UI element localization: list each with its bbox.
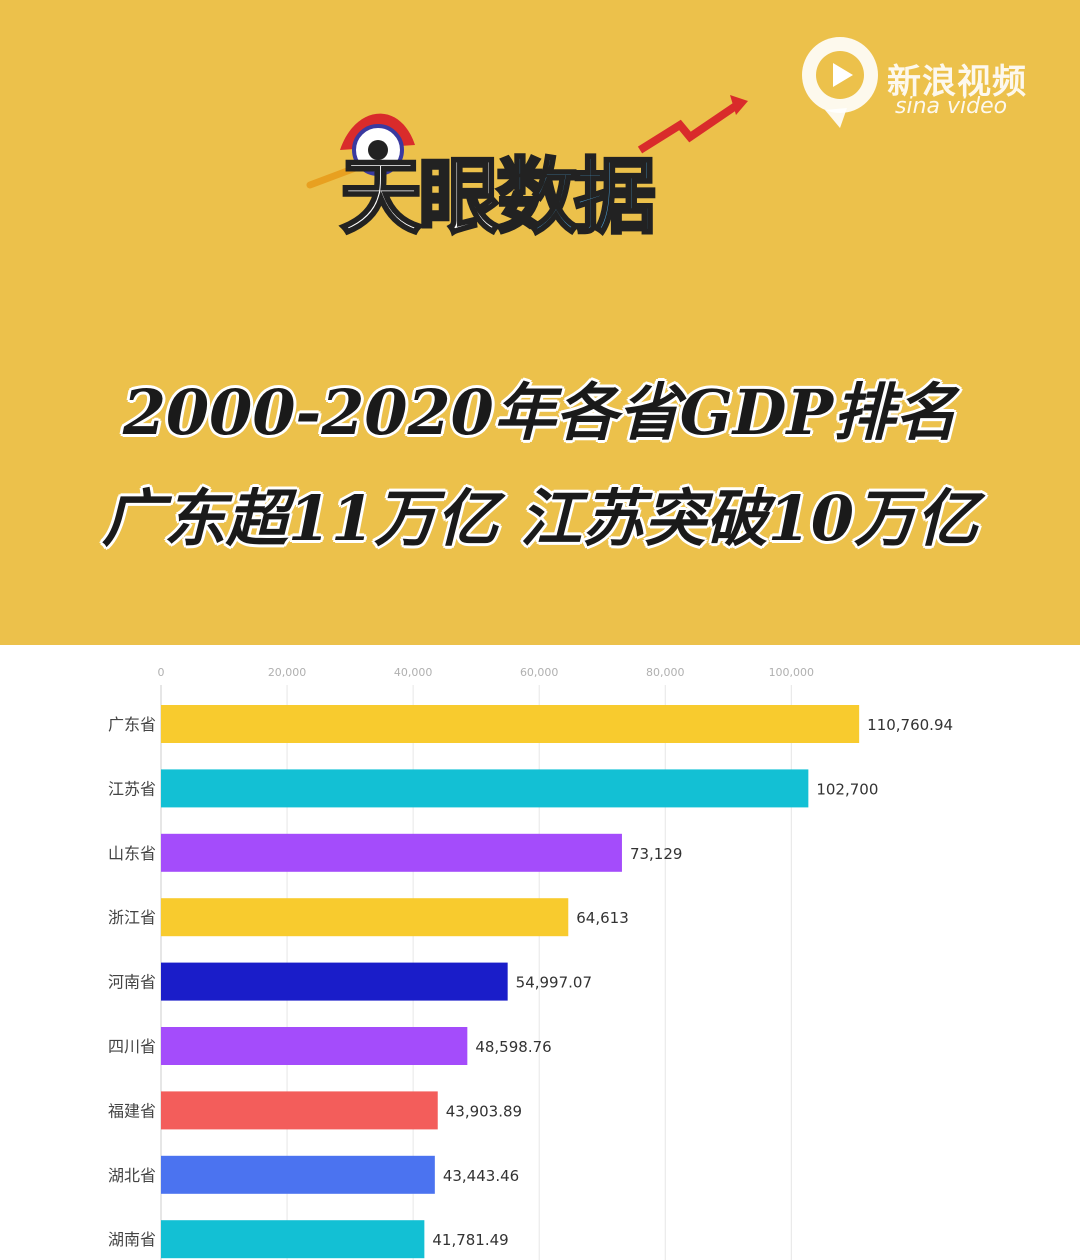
logo-text-part2: 数据	[495, 149, 658, 247]
value-label: 64,613	[576, 909, 629, 927]
logo-text: 天眼数据	[338, 130, 658, 249]
category-label: 湖北省	[108, 1166, 156, 1185]
gdp-bar-chart: 0 20,000 40,000 60,000 80,000 100,000 广东省 110,…	[108, 666, 953, 1260]
x-tick-label: 60,000	[520, 666, 559, 679]
value-label: 73,129	[630, 845, 683, 863]
bar-series: 广东省 110,760.94 江苏省 102,700 山东省 73,129 浙江省 64,61…	[108, 705, 953, 1259]
x-tick-label: 100,000	[769, 666, 815, 679]
category-label: 广东省	[108, 715, 156, 734]
logo-text-part1: 天眼	[338, 149, 501, 247]
x-tick-label: 80,000	[646, 666, 685, 679]
category-label: 山东省	[108, 844, 156, 863]
header-banner: 新浪视频 sina video 天眼数据 2000-2020年各省GDP排名 广…	[0, 0, 1080, 645]
bar	[161, 1220, 425, 1259]
bar	[161, 705, 860, 743]
bar	[161, 1027, 468, 1065]
x-axis-ticks: 0 20,000 40,000 60,000 80,000 100,000	[158, 666, 815, 679]
value-label: 102,700	[816, 780, 878, 798]
logo-graphic-icon	[306, 95, 748, 189]
x-tick-label: 0	[158, 666, 165, 679]
category-label: 湖南省	[108, 1230, 156, 1249]
tianyan-logo: 天眼数据	[300, 95, 760, 247]
sina-video-watermark: 新浪视频 sina video	[795, 30, 1045, 130]
sina-video-logo-icon	[802, 37, 878, 128]
bar	[161, 1091, 438, 1130]
bar	[161, 1155, 435, 1194]
value-label: 41,781.49	[432, 1231, 508, 1249]
bar	[161, 898, 569, 937]
category-label: 四川省	[108, 1037, 156, 1056]
title-line-1: 2000-2020年各省GDP排名	[122, 376, 958, 449]
bar	[161, 769, 809, 808]
category-label: 河南省	[108, 973, 156, 992]
value-label: 48,598.76	[475, 1038, 551, 1056]
watermark-cn-text: 新浪视频	[887, 62, 1027, 102]
category-label: 福建省	[108, 1101, 156, 1120]
value-label: 54,997.07	[516, 974, 592, 992]
x-tick-label: 20,000	[268, 666, 307, 679]
value-label: 110,760.94	[867, 716, 953, 734]
watermark-en-text: sina video	[895, 94, 1008, 119]
x-tick-label: 40,000	[394, 666, 433, 679]
bar	[161, 962, 508, 1001]
category-label: 江苏省	[108, 779, 156, 798]
title-line-2: 广东超11万亿 江苏突破10万亿	[101, 482, 979, 555]
category-label: 浙江省	[108, 908, 156, 927]
value-label: 43,443.46	[443, 1167, 519, 1185]
value-label: 43,903.89	[446, 1102, 522, 1120]
bar	[161, 833, 622, 872]
